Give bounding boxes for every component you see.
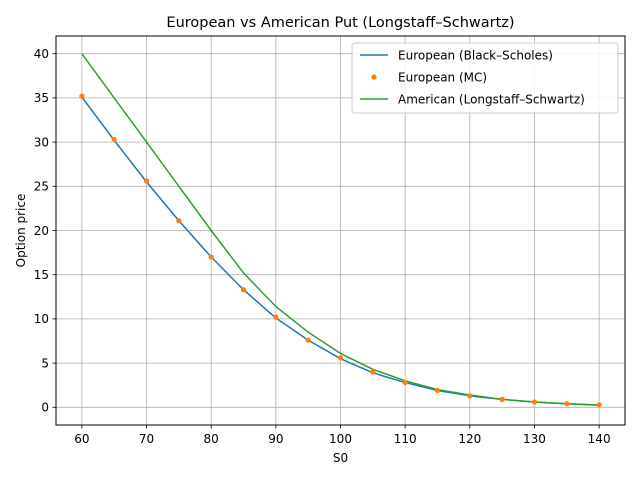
legend-entry: European (MC) [371, 70, 487, 84]
legend: European (Black–Scholes) European (MC) Ame… [351, 42, 619, 114]
x-tick-label: 130 [523, 432, 546, 446]
y-axis-label: Option price [14, 194, 28, 268]
legend-entry: European (Black–Scholes) [360, 48, 553, 62]
series-1-point [273, 314, 279, 320]
legend-label: American (Longstaff–Schwartz) [398, 92, 585, 106]
y-tick-label: 20 [34, 224, 49, 238]
y-tick-label: 35 [34, 91, 49, 105]
series-1-point [434, 387, 441, 394]
series-1-point [531, 399, 538, 405]
y-tick-label: 30 [34, 135, 49, 149]
series-1-point [596, 402, 602, 408]
x-tick-label: 90 [268, 432, 283, 446]
x-tick-label: 140 [588, 432, 611, 446]
legend-label: European (MC) [398, 70, 487, 84]
x-tick-label: 80 [204, 432, 219, 446]
x-tick-label: 120 [458, 432, 481, 446]
y-tick-label: 5 [41, 356, 49, 370]
series-1-point [337, 355, 344, 361]
series-1-point [499, 396, 505, 402]
series-1-point [402, 379, 408, 386]
y-axis-ticks: 0 5 10 15 20 25 30 35 40 [34, 47, 56, 415]
y-tick-label: 25 [34, 180, 49, 194]
legend-marker [371, 74, 377, 80]
series-1-point [305, 337, 311, 343]
series-1-point [208, 254, 214, 260]
series-2-line [81, 53, 600, 406]
series-1-point [79, 93, 85, 99]
series-1-point [467, 393, 473, 399]
y-tick-label: 15 [34, 268, 49, 282]
y-tick-label: 0 [41, 401, 49, 415]
chart-title: European vs American Put (Longstaff–Schw… [166, 15, 514, 31]
series-1-point [370, 369, 376, 375]
series-1-point [176, 218, 182, 224]
x-tick-label: 110 [394, 432, 417, 446]
y-tick-label: 10 [34, 312, 49, 326]
legend-entry: American (Longstaff–Schwartz) [360, 92, 585, 106]
x-axis-label: S0 [333, 451, 348, 465]
series-1-point [143, 178, 150, 184]
x-tick-label: 60 [74, 432, 89, 446]
series-1-point [564, 401, 570, 407]
series-1-point [111, 136, 117, 143]
x-tick-label: 100 [329, 432, 352, 446]
series-layer [79, 53, 602, 408]
y-tick-label: 40 [34, 47, 49, 61]
x-axis-ticks: 60 70 80 90 100 110 120 130 140 [74, 425, 611, 446]
legend-label: European (Black–Scholes) [398, 48, 553, 62]
legend-box [351, 42, 619, 114]
series-1-point [240, 287, 247, 293]
x-tick-label: 70 [139, 432, 154, 446]
